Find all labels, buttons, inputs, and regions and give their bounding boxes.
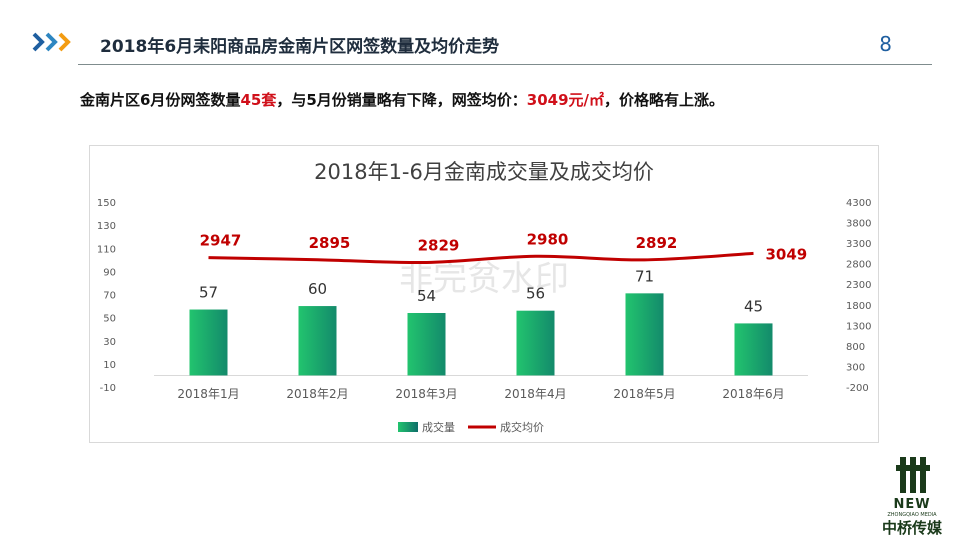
left-axis-tick-label: 30 [103,337,116,348]
right-axis-tick-label: 3800 [846,219,871,230]
right-axis-tick-label: 800 [846,342,865,353]
logo-cn-text: 中桥传媒 [881,519,942,537]
right-axis-tick-label: 300 [846,362,865,373]
right-axis-tick-label: 3300 [846,239,871,250]
category-label: 2018年1月 [177,387,239,401]
page-number: 8 [879,32,892,56]
line-value-label: 2829 [418,236,460,254]
line-value-label: 2895 [309,234,351,252]
line-value-label: 2947 [200,232,242,250]
page-title: 2018年6月耒阳商品房金南片区网签数量及均价走势 [100,37,500,57]
summary-price: 3049元/㎡ [526,91,605,109]
logo-sub-text: ZHONGQIAO MEDIA [887,512,937,518]
line-value-label: 2980 [527,230,569,248]
bar-value-label: 56 [526,285,545,303]
right-axis-tick-label: 2800 [846,260,871,271]
summary-part1: 金南片区6月份网签数量 [80,91,241,109]
bar-value-label: 54 [417,287,436,305]
category-label: 2018年5月 [613,387,675,401]
bar-value-label: 71 [635,267,654,285]
left-axis-tick-label: -10 [100,383,116,394]
legend-line-label: 成交均价 [500,420,544,434]
right-axis-tick-label: 2300 [846,280,871,291]
chevron-arrows-icon [32,32,71,52]
bar [625,293,664,376]
legend-bar-swatch [398,422,418,432]
category-label: 2018年6月 [722,387,784,401]
bar [734,323,773,376]
summary-part2: ，与5月份销量略有下降，网签均价： [276,91,527,109]
logo-new-text: NEW [893,497,931,512]
right-axis-tick-label: 1300 [846,321,871,332]
right-axis-tick-label: 4300 [846,198,871,209]
right-axis-tick-label: -200 [846,383,869,394]
left-axis-tick-label: 150 [97,198,116,209]
category-label: 2018年2月 [286,387,348,401]
left-axis-tick-label: 10 [103,360,116,371]
summary-part3: ，价格略有上涨。 [604,91,725,109]
line-value-label: 3049 [766,245,808,263]
watermark-text: 非完贫水印 [399,259,569,299]
left-axis-tick-label: 70 [103,291,116,302]
chart-container: 非完贫水印 -10 10 30 50 70 90 110 130 150 -200 300 800 130… [89,145,879,443]
logo-mark-icon [896,457,930,493]
line-value-label: 2892 [636,234,678,252]
combo-chart: 非完贫水印 -10 10 30 50 70 90 110 130 150 -200 300 800 130… [97,198,872,434]
price-line [208,251,754,265]
left-axis-tick-label: 90 [103,267,116,278]
legend-bar-label: 成交量 [422,420,455,434]
left-axis-tick-label: 130 [97,221,116,232]
bar [516,310,555,376]
left-axis-tick-label: 110 [97,244,116,255]
bar [407,313,446,376]
summary-count: 45套 [240,91,277,109]
media-logo: NEW ZHONGQIAO MEDIA 中桥传媒 [870,455,954,537]
header-divider [78,64,932,65]
bar-value-label: 60 [308,280,327,298]
left-axis-tick-label: 50 [103,314,116,325]
category-label: 2018年4月 [504,387,566,401]
bar-value-label: 57 [199,284,218,302]
category-label: 2018年3月 [395,387,457,401]
summary-text: 金南片区6月份网签数量45套，与5月份销量略有下降，网签均价：3049元/㎡，价… [80,89,724,110]
bar [189,309,228,376]
right-axis-tick-label: 1800 [846,301,871,312]
chart-title: 2018年1-6月金南成交量及成交均价 [314,160,654,184]
bar-value-label: 45 [744,297,763,315]
bar [298,306,337,376]
